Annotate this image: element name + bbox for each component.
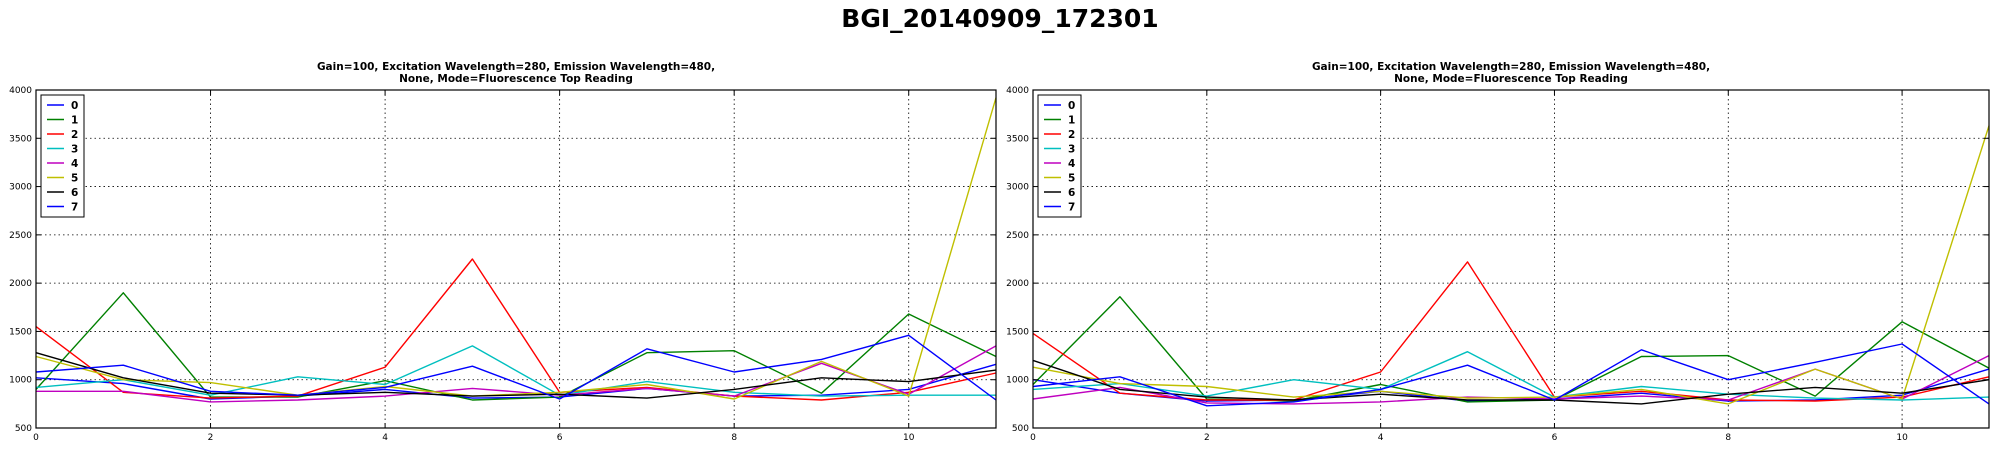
- legend-label-2: 2: [1068, 129, 1075, 141]
- x-tick-label: 2: [208, 433, 214, 443]
- chart-title-line: None, Mode=Fluorescence Top Reading: [399, 73, 633, 85]
- legend-label-7: 7: [71, 202, 78, 214]
- chart-title-line: Gain=100, Excitation Wavelength=280, Emi…: [317, 61, 715, 73]
- legend-box: [1037, 94, 1082, 218]
- x-tick-label: 8: [1725, 433, 1731, 443]
- x-tick-label: 4: [1378, 433, 1384, 443]
- legend-label-2: 2: [71, 129, 78, 141]
- x-tick-label: 4: [382, 433, 388, 443]
- y-tick-label: 2000: [1006, 279, 1029, 289]
- plot-frame: [1032, 89, 1990, 429]
- legend-label-3: 3: [1068, 144, 1075, 156]
- legend-label-6: 6: [1068, 187, 1075, 199]
- x-tick-label: 6: [557, 433, 563, 443]
- legend-label-4: 4: [71, 158, 78, 170]
- y-tick-label: 2000: [9, 279, 32, 289]
- y-tick-label: 4000: [1006, 86, 1029, 96]
- series-line-6: [1032, 359, 1990, 405]
- y-tick-label: 4000: [9, 86, 32, 96]
- y-tick-label: 3500: [9, 134, 32, 144]
- legend-label-5: 5: [71, 173, 78, 185]
- series-line-7: [35, 334, 997, 401]
- y-tick-label: 3000: [1006, 183, 1029, 193]
- y-tick-label: 3500: [1006, 134, 1029, 144]
- legend-label-0: 0: [71, 100, 78, 112]
- legend-box: [40, 94, 85, 218]
- chart-panel-0: Gain=100, Excitation Wavelength=280, Emi…: [9, 61, 997, 443]
- series-line-3: [1032, 351, 1990, 401]
- figure-title: BGI_20140909_172301: [841, 4, 1159, 33]
- series-line-1: [1032, 296, 1990, 403]
- y-tick-label: 1500: [9, 327, 32, 337]
- y-tick-label: 1000: [1006, 376, 1029, 386]
- series-line-3: [35, 345, 996, 397]
- series-line-2: [35, 258, 997, 401]
- chart-title-line: None, Mode=Fluorescence Top Reading: [1394, 73, 1628, 85]
- chart-panel-1: Gain=100, Excitation Wavelength=280, Emi…: [1006, 61, 1990, 443]
- y-tick-label: 1000: [9, 376, 32, 386]
- series-line-5: [35, 97, 997, 400]
- x-tick-label: 10: [903, 433, 915, 443]
- y-tick-label: 500: [1012, 424, 1029, 434]
- x-tick-label: 6: [1552, 433, 1558, 443]
- series-line-2: [1032, 261, 1990, 402]
- legend-label-5: 5: [1068, 173, 1075, 185]
- series-line-6: [35, 352, 997, 399]
- series-line-1: [35, 292, 997, 401]
- x-tick-label: 0: [1030, 433, 1036, 443]
- y-tick-label: 2500: [1006, 231, 1029, 241]
- x-tick-label: 8: [731, 433, 737, 443]
- legend-label-0: 0: [1068, 100, 1075, 112]
- x-tick-label: 10: [1896, 433, 1908, 443]
- series-line-5: [1032, 125, 1990, 405]
- legend-label-1: 1: [71, 115, 78, 127]
- legend-label-3: 3: [71, 144, 78, 156]
- legend-label-7: 7: [1068, 202, 1075, 214]
- legend-label-1: 1: [1068, 115, 1075, 127]
- series-line-4: [36, 345, 997, 403]
- x-tick-label: 2: [1204, 433, 1210, 443]
- chart-title-line: Gain=100, Excitation Wavelength=280, Emi…: [1312, 61, 1710, 73]
- plot-frame: [35, 89, 997, 429]
- legend-label-6: 6: [71, 187, 78, 199]
- x-tick-label: 0: [33, 433, 39, 443]
- legend-label-4: 4: [1068, 158, 1075, 170]
- y-tick-label: 500: [15, 424, 32, 434]
- y-tick-label: 3000: [9, 183, 32, 193]
- y-tick-label: 1500: [1006, 327, 1029, 337]
- series-line-7: [1032, 343, 1990, 407]
- y-tick-label: 2500: [9, 231, 32, 241]
